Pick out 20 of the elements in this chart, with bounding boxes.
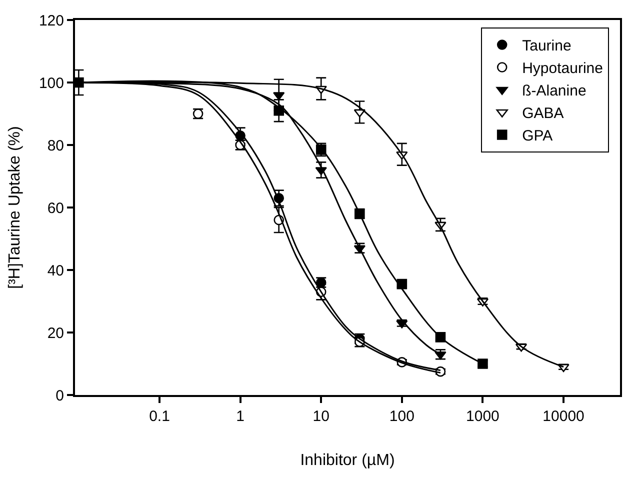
legend-label: Taurine <box>522 38 572 55</box>
y-tick-label: 120 <box>38 12 64 30</box>
x-tick-label: 1 <box>236 408 244 425</box>
y-tick-label: 80 <box>47 137 64 154</box>
x-tick-label: 0.1 <box>149 408 170 425</box>
x-axis-title: Inhibitor (µM) <box>300 452 395 470</box>
y-tick-label: 100 <box>38 74 64 92</box>
y-tick-label: 0 <box>56 387 64 404</box>
y-tick-label: 20 <box>47 324 64 342</box>
x-tick-label: 10 <box>312 408 330 425</box>
legend-label: GPA <box>522 128 553 145</box>
y-axis-title: [³H]Taurine Uptake (%) <box>6 126 24 289</box>
x-tick-label: 10000 <box>542 408 584 425</box>
y-tick-label: 40 <box>47 262 64 280</box>
legend-label: ß-Alanine <box>522 82 586 100</box>
x-tick-label: 100 <box>389 408 414 425</box>
x-tick-label: 1000 <box>466 408 500 425</box>
legend-label: GABA <box>522 105 564 122</box>
legend-label: Hypotaurine <box>522 60 603 78</box>
y-tick-label: 60 <box>47 200 64 217</box>
